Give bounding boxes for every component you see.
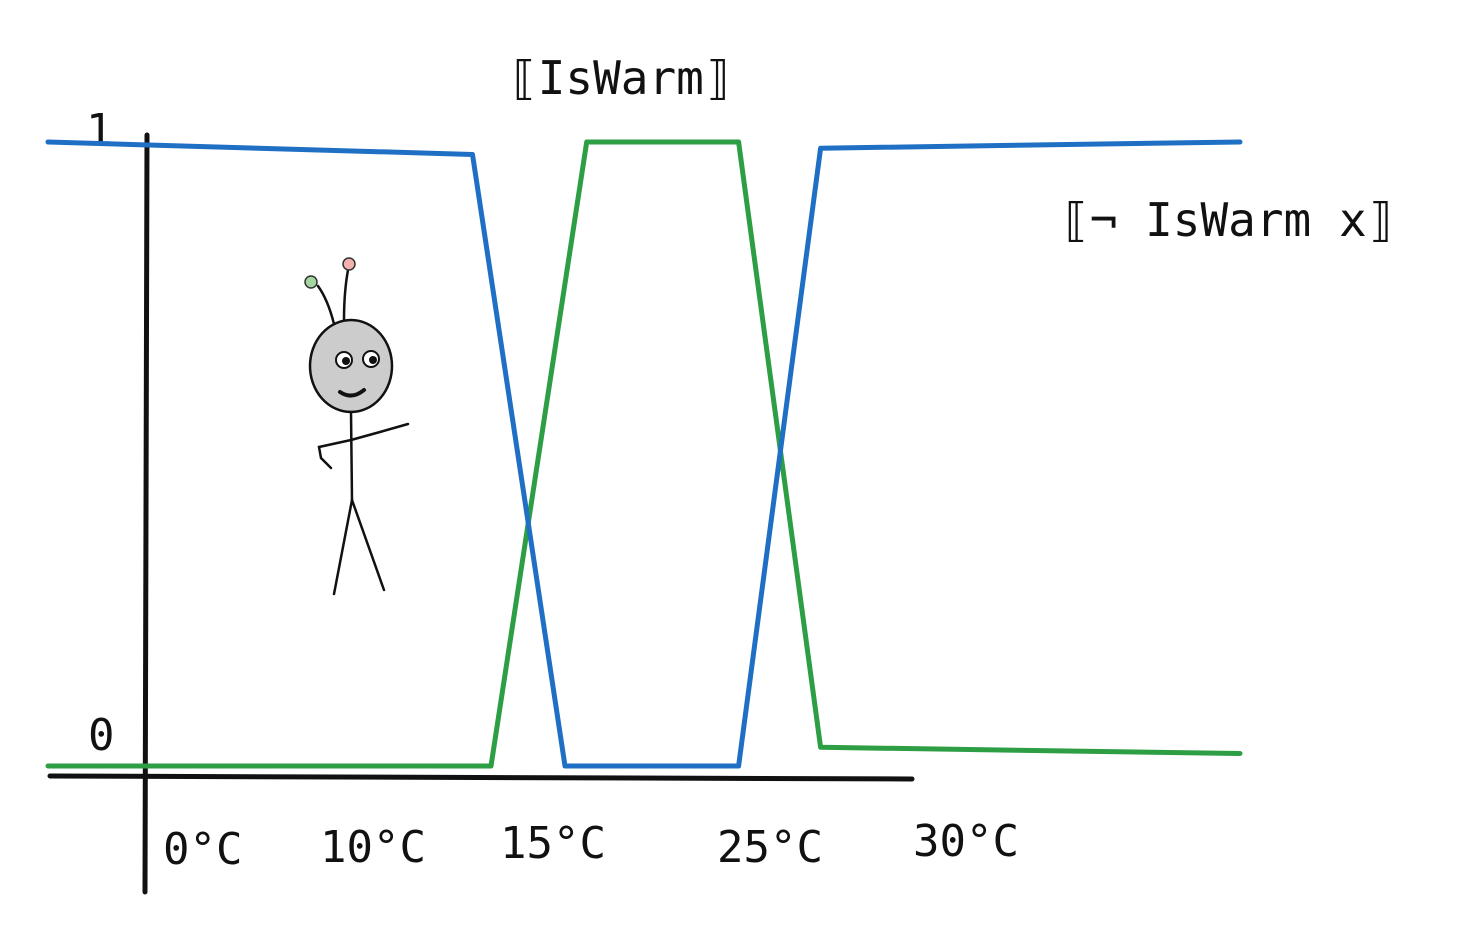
series-line-not-iswarm — [45, 139, 1243, 769]
series-line-iswarm — [45, 139, 1243, 769]
x-axis — [47, 773, 915, 782]
series-label-not-iswarm: ⟦¬ IsWarm x⟧ — [1062, 193, 1394, 247]
series-label-iswarm: ⟦IsWarm⟧ — [510, 51, 732, 105]
y-tick-label-0: 0 — [88, 710, 115, 761]
x-tick-label-10c: 10°C — [320, 822, 426, 873]
x-tick-label-15c: 15°C — [500, 818, 606, 869]
y-tick-label-1: 1 — [86, 105, 113, 156]
stick-figure-alien-icon — [304, 257, 410, 596]
x-tick-label-25c: 25°C — [717, 822, 823, 873]
x-tick-label-0c: 0°C — [163, 824, 242, 875]
x-tick-label-30c: 30°C — [913, 816, 1019, 867]
